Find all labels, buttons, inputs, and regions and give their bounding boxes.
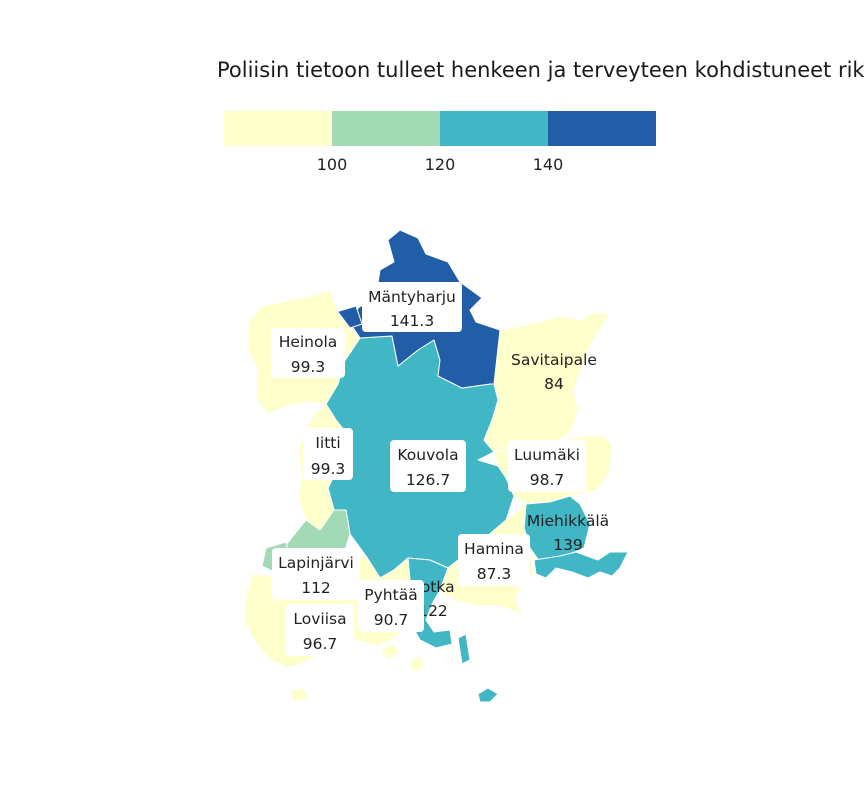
- label-name: Iitti: [315, 434, 340, 452]
- label-name: Luumäki: [514, 446, 580, 464]
- label-lapinjarvi: Lapinjärvi 112: [272, 548, 360, 600]
- label-name: Kouvola: [397, 446, 458, 464]
- label-box: [286, 604, 354, 656]
- label-box: [271, 328, 345, 378]
- label-name: Pyhtää: [364, 586, 417, 604]
- label-value: 122: [418, 602, 448, 620]
- region-kotka-island-2[interactable]: [477, 687, 499, 703]
- label-name: Heinola: [279, 333, 338, 351]
- label-value: 84: [544, 375, 564, 393]
- label-value: 98.7: [530, 471, 565, 489]
- label-value: 126.7: [406, 471, 450, 489]
- region-loviisa-island-1[interactable]: [289, 687, 309, 703]
- legend-bin-1: [332, 111, 440, 146]
- labels: Mäntyharju 141.3 Heinola 99.3 Savitaipal…: [271, 282, 609, 656]
- region-pyhtaa-island-2[interactable]: [409, 655, 425, 673]
- region-kotka-island-1[interactable]: [457, 633, 471, 665]
- label-loviisa: Loviisa 96.7: [286, 604, 354, 656]
- legend-tick-100: 100: [317, 155, 348, 174]
- label-box: [458, 534, 530, 586]
- label-name: Mäntyharju: [368, 288, 456, 306]
- label-box: [272, 548, 360, 600]
- label-value: 99.3: [291, 358, 326, 376]
- legend-bin-3: [548, 111, 656, 146]
- label-value: 96.7: [303, 635, 338, 653]
- label-name: Lapinjärvi: [278, 554, 354, 572]
- label-mantyharju: Mäntyharju 141.3: [362, 282, 462, 332]
- legend-tick-120: 120: [425, 155, 456, 174]
- legend-tick-140: 140: [533, 155, 564, 174]
- label-box: [358, 580, 424, 632]
- label-value: 87.3: [477, 565, 512, 583]
- label-box: [508, 440, 586, 492]
- label-value: 99.3: [311, 460, 346, 478]
- label-box: [390, 440, 466, 492]
- label-luumaki: Luumäki 98.7: [508, 440, 586, 492]
- label-heinola: Heinola 99.3: [271, 328, 345, 378]
- label-value: 112: [301, 579, 331, 597]
- label-iitti: Iitti 99.3: [303, 428, 353, 480]
- region-pyhtaa-island-1[interactable]: [379, 643, 401, 661]
- legend-bin-2: [440, 111, 548, 146]
- label-pyhtaa: Pyhtää 90.7: [358, 580, 424, 632]
- label-value: 141.3: [390, 312, 434, 330]
- label-hamina: Hamina 87.3: [458, 534, 530, 586]
- label-value: 139: [553, 536, 583, 554]
- legend: 100 120 140: [224, 111, 656, 174]
- label-kouvola: Kouvola 126.7: [390, 440, 466, 492]
- label-box: [362, 282, 462, 332]
- label-savitaipale: Savitaipale 84: [511, 351, 597, 393]
- label-miehikkala: Miehikkälä 139: [527, 512, 609, 554]
- region-miehikkala-coast[interactable]: [533, 551, 629, 579]
- legend-bin-0: [224, 111, 332, 146]
- label-name: Hamina: [464, 540, 524, 558]
- chart-title: Poliisin tietoon tulleet henkeen ja terv…: [217, 58, 864, 82]
- label-name: Miehikkälä: [527, 512, 609, 530]
- label-name: Loviisa: [293, 610, 346, 628]
- label-name: Savitaipale: [511, 351, 597, 369]
- label-box: [303, 428, 353, 480]
- label-value: 90.7: [374, 611, 409, 629]
